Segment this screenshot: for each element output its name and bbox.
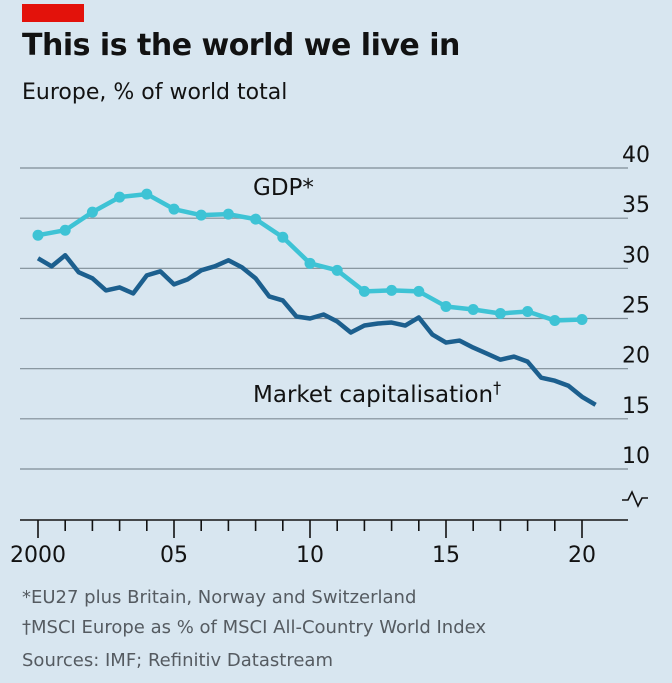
x-tick-label-2015: 15 <box>432 543 460 568</box>
y-tick-label-30: 30 <box>622 243 650 268</box>
y-tick-label-25: 25 <box>622 294 650 319</box>
gdp-point-2013 <box>386 284 398 296</box>
chart-title: This is the world we live in <box>22 28 460 63</box>
gdp-point-2004 <box>141 188 153 200</box>
brand-red-tag <box>22 4 84 22</box>
gdp-point-2010 <box>304 257 316 269</box>
gdp-point-2020 <box>576 314 588 326</box>
gdp-point-2001 <box>59 224 71 236</box>
y-tick-label-20: 20 <box>622 344 650 369</box>
axis-break-icon <box>622 490 648 508</box>
gdp-point-2016 <box>467 303 479 315</box>
gdp-point-2012 <box>358 285 370 297</box>
x-tick-label-2010: 10 <box>296 543 324 568</box>
gdp-point-2015 <box>440 300 452 312</box>
x-tick-label-2005: 05 <box>160 543 188 568</box>
gdp-point-2000 <box>32 229 44 241</box>
x-tick-label-2000: 2000 <box>10 543 66 568</box>
x-axis <box>20 519 628 538</box>
gdp-point-2008 <box>250 213 262 225</box>
gdp-point-2006 <box>195 209 207 221</box>
gdp-point-2014 <box>413 285 425 297</box>
gdp-point-2003 <box>114 191 126 203</box>
footnote-market-cap: †MSCI Europe as % of MSCI All-Country Wo… <box>22 617 487 638</box>
gdp-point-2018 <box>522 305 534 317</box>
footnote-sources: Sources: IMF; Refinitiv Datastream <box>22 650 333 671</box>
gdp-point-2011 <box>331 264 343 276</box>
tick-labels: 10 15 20 25 30 35 40 2000 05 10 15 20 <box>10 143 650 568</box>
series-lines <box>32 188 597 407</box>
gridlines <box>20 167 628 470</box>
gdp-point-2009 <box>277 231 289 243</box>
y-tick-label-15: 15 <box>622 394 650 419</box>
x-tick-label-2020: 20 <box>568 543 596 568</box>
gdp-point-2007 <box>222 208 234 220</box>
market-cap-line <box>36 253 597 407</box>
gdp-point-2019 <box>549 315 561 327</box>
footnote-gdp: *EU27 plus Britain, Norway and Switzerla… <box>22 587 417 608</box>
gdp-point-2005 <box>168 203 180 215</box>
gdp-point-2002 <box>86 206 98 218</box>
y-tick-label-10: 10 <box>622 444 650 469</box>
gdp-line <box>37 191 583 323</box>
market-cap-annotation: Market capitalisation† <box>253 378 501 408</box>
gdp-annotation: GDP* <box>253 175 314 201</box>
y-tick-label-40: 40 <box>622 143 650 168</box>
y-tick-label-35: 35 <box>622 193 650 218</box>
chart-subtitle: Europe, % of world total <box>22 80 288 105</box>
gdp-point-2017 <box>494 307 506 319</box>
